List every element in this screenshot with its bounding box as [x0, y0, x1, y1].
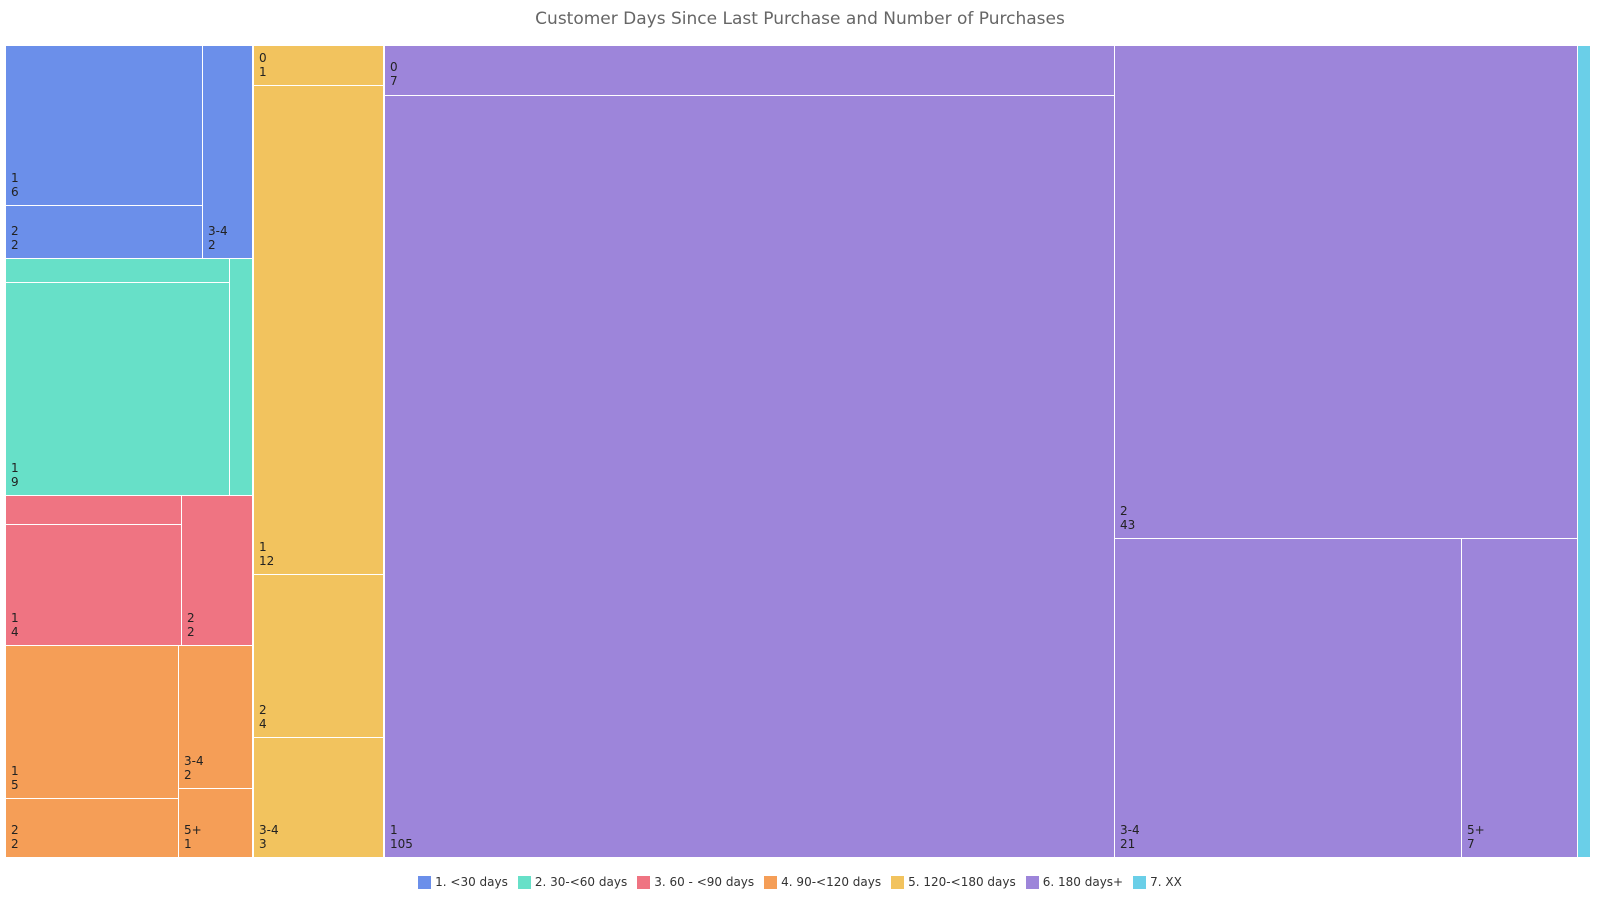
legend-item-60-90[interactable]: 3. 60 - <90 days: [637, 875, 754, 889]
legend-label: 6. 180 days+: [1042, 875, 1124, 889]
cell-label: 3-4 21: [1120, 823, 1140, 851]
legend-swatch-icon: [1025, 875, 1039, 889]
legend-item-xx[interactable]: 7. XX: [1133, 875, 1182, 889]
cell-label: 5+ 1: [184, 823, 202, 851]
cell-lt30-3-4[interactable]: 3-4 2: [202, 45, 253, 259]
cell-180plus-5plus[interactable]: 5+ 7: [1461, 538, 1578, 858]
cell-label: 3-4 2: [184, 754, 204, 782]
cell-30-60-side[interactable]: [229, 258, 253, 496]
legend-swatch-icon: [637, 875, 651, 889]
cell-label: 2 43: [1120, 504, 1136, 532]
legend-item-120-180[interactable]: 5. 120-<180 days: [891, 875, 1016, 889]
cell-label: 1 105: [390, 823, 413, 851]
cell-label: 3-4 2: [208, 224, 228, 252]
legend-item-180plus[interactable]: 6. 180 days+: [1025, 875, 1124, 889]
legend-swatch-icon: [418, 875, 432, 889]
cell-xx[interactable]: [1577, 45, 1591, 858]
legend-label: 3. 60 - <90 days: [654, 875, 755, 889]
legend-item-90-120[interactable]: 4. 90-<120 days: [764, 875, 881, 889]
legend-item-lt30[interactable]: 1. <30 days: [418, 875, 508, 889]
cell-180plus-1[interactable]: 1 105: [384, 95, 1115, 858]
legend-swatch-icon: [764, 875, 778, 889]
cell-label: 5+ 7: [1467, 823, 1485, 851]
cell-120-180-3-4[interactable]: 3-4 3: [253, 737, 384, 858]
legend-swatch-icon: [1133, 875, 1147, 889]
legend: 1. <30 days 2. 30-<60 days 3. 60 - <90 d…: [0, 875, 1600, 889]
legend-label: 1. <30 days: [435, 875, 508, 889]
legend-label: 2. 30-<60 days: [534, 875, 628, 889]
legend-label: 5. 120-<180 days: [908, 875, 1016, 889]
cell-180plus-2[interactable]: 2 43: [1114, 45, 1578, 539]
cell-label: 3-4 3: [259, 823, 279, 851]
cell-60-90-strip[interactable]: [5, 495, 182, 525]
chart-title: Customer Days Since Last Purchase and Nu…: [535, 9, 1065, 29]
cell-90-120-3-4[interactable]: 3-4 2: [178, 645, 253, 789]
legend-item-30-60[interactable]: 2. 30-<60 days: [517, 875, 628, 889]
legend-swatch-icon: [891, 875, 905, 889]
legend-label: 7. XX: [1150, 875, 1182, 889]
cell-120-180-1[interactable]: 1 12: [253, 85, 384, 575]
cell-30-60-strip[interactable]: [5, 258, 230, 283]
cell-90-120-5plus[interactable]: 5+ 1: [178, 788, 253, 858]
cell-180plus-3-4[interactable]: 3-4 21: [1114, 538, 1462, 858]
cell-label: 1 12: [259, 540, 275, 568]
legend-label: 4. 90-<120 days: [781, 875, 882, 889]
legend-swatch-icon: [517, 875, 531, 889]
